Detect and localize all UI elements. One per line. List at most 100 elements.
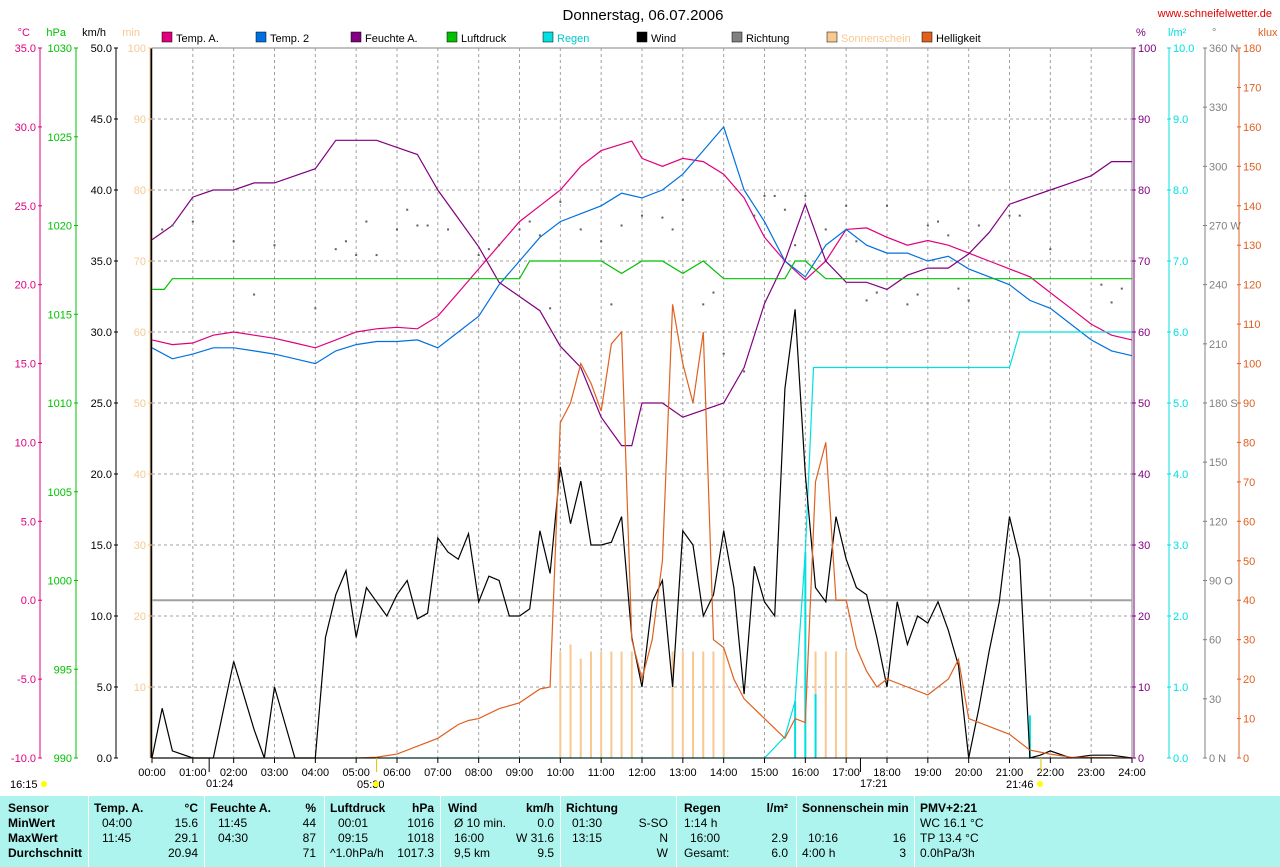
- x-tick-label: 11:00: [588, 767, 615, 779]
- y-tick-label: 80: [134, 185, 146, 197]
- direction-point: [355, 254, 358, 257]
- y-tick-label: 0: [1138, 753, 1144, 765]
- stats-sunshine-max-time: 10:16: [808, 831, 839, 845]
- x-tick-label: 02:00: [220, 767, 248, 779]
- direction-point: [967, 299, 970, 302]
- stats-pressure-min-time: 00:01: [338, 816, 369, 830]
- y-tick-label: 30.0: [15, 122, 36, 134]
- y-tick-label: 60: [1138, 327, 1150, 339]
- direction-point: [447, 228, 450, 231]
- y-tick-label: 5.0: [21, 516, 36, 528]
- y-tick-label: 6.0: [1173, 327, 1188, 339]
- y-tick-label: 30: [1243, 635, 1255, 647]
- y-tick-label: 70: [1243, 477, 1255, 489]
- stats-rain-max-time: 16:00: [690, 831, 721, 845]
- direction-point: [937, 220, 940, 223]
- y-tick-label: 7.0: [1173, 256, 1188, 268]
- y-tick-label: 5.0: [97, 682, 112, 694]
- y-tick-label: 1015: [48, 309, 72, 321]
- direction-point: [722, 352, 725, 355]
- sun-icon: [41, 781, 47, 787]
- y-tick-label: 100: [128, 43, 146, 55]
- y-tick-label: 30: [1138, 540, 1150, 552]
- x-tick-label: 09:00: [506, 767, 534, 779]
- stats-humidity-header: Feuchte A.: [210, 801, 271, 815]
- direction-point: [559, 200, 562, 203]
- y-tick-label: 40.0: [91, 185, 112, 197]
- y-tick-label: 90 O: [1209, 576, 1233, 588]
- y-tick-label: 20: [1138, 611, 1150, 623]
- stats-humidity-max-value: 87: [302, 831, 316, 845]
- legend-label: Regen: [557, 33, 589, 45]
- direction-point: [416, 224, 419, 227]
- direction-point: [406, 208, 409, 211]
- stats-temp-header: Temp. A.: [94, 801, 144, 815]
- stats-temp-min-value: 15.6: [174, 816, 198, 830]
- y-tick-label: 1005: [48, 487, 72, 499]
- y-tick-label: 10: [134, 682, 146, 694]
- sunset-icon: [1037, 781, 1043, 787]
- direction-point: [365, 220, 368, 223]
- direction-point: [1110, 301, 1113, 304]
- stats-row-avg-label: Durchschnitt: [8, 846, 83, 860]
- y-tick-label: 360 N: [1209, 43, 1238, 55]
- y-tick-label: -5.0: [17, 674, 36, 686]
- y-tick-label: 30: [1209, 694, 1221, 706]
- y-axis-unit-label: °C: [18, 27, 30, 39]
- x-tick-label: 08:00: [465, 767, 493, 779]
- y-tick-label: 60: [1243, 516, 1255, 528]
- x-tick-label: 22:00: [1037, 767, 1065, 779]
- y-tick-label: 4.0: [1173, 469, 1188, 481]
- stats-rain-header: Regen: [684, 801, 721, 815]
- y-tick-label: 10.0: [1173, 43, 1194, 55]
- x-tick-label: 01:00: [179, 767, 207, 779]
- stats-temp-avg-value: 20.94: [167, 846, 198, 860]
- direction-point: [253, 293, 256, 296]
- legend-swatch: [542, 31, 554, 43]
- y-tick-label: 60: [1209, 635, 1221, 647]
- x-tick-label: 12:00: [628, 767, 656, 779]
- sunrise-icon: [373, 781, 379, 787]
- stats-humidity-column: Feuchte A. % 11:45 44 04:30 87 71: [210, 796, 324, 867]
- legend-label: Sonnenschein: [841, 33, 911, 45]
- stats-wind-distance: 9,5 km: [454, 846, 491, 860]
- stats-pressure-trend: ^1.0hPa/h: [330, 846, 384, 860]
- direction-point: [610, 303, 613, 306]
- legend-label: Richtung: [746, 33, 789, 45]
- stats-row-max-label: MaxWert: [8, 831, 58, 845]
- stats-pmv-column: PMV+2:21 WC 16.1 °C TP 13.4 °C 0.0hPa/3h: [920, 796, 1040, 867]
- current-time-label: 16:15: [10, 779, 38, 791]
- y-tick-label: 90: [1138, 114, 1150, 126]
- stats-temp-min-time: 04:00: [102, 816, 133, 830]
- website-label[interactable]: www.schneifelwetter.de: [1157, 8, 1272, 20]
- y-tick-label: 120: [1209, 516, 1227, 528]
- y-tick-label: 130: [1243, 240, 1261, 252]
- x-tick-label: 19:00: [914, 767, 942, 779]
- y-tick-label: 140: [1243, 201, 1261, 213]
- y-tick-label: 8.0: [1173, 185, 1188, 197]
- sunset-time-label: 21:46: [1006, 779, 1034, 791]
- direction-point: [977, 224, 980, 227]
- stats-sunshine-avg-value: 3: [899, 846, 906, 860]
- x-tick-label: 14:00: [710, 767, 738, 779]
- stats-wind-min-value: 0.0: [537, 816, 554, 830]
- y-tick-label: 30.0: [91, 327, 112, 339]
- y-tick-label: 330: [1209, 102, 1227, 114]
- stats-rain-max-value: 2.9: [771, 831, 788, 845]
- y-tick-label: 20.0: [91, 469, 112, 481]
- x-tick-label: 15:00: [751, 767, 779, 779]
- direction-point: [538, 234, 541, 237]
- direction-point: [855, 240, 858, 243]
- legend-swatch: [921, 31, 933, 43]
- stats-rain-total-label: Gesamt:: [684, 846, 730, 860]
- stats-direction-header: Richtung: [566, 801, 618, 815]
- x-tick-label: 21:00: [996, 767, 1024, 779]
- y-tick-label: 5.0: [1173, 398, 1188, 410]
- direction-point: [273, 244, 276, 247]
- x-tick-label: 17:00: [832, 767, 860, 779]
- direction-point: [947, 234, 950, 237]
- y-tick-label: 0.0: [97, 753, 112, 765]
- legend-label: Helligkeit: [936, 33, 981, 45]
- stats-wind-header: Wind: [448, 801, 478, 815]
- direction-point: [641, 214, 643, 217]
